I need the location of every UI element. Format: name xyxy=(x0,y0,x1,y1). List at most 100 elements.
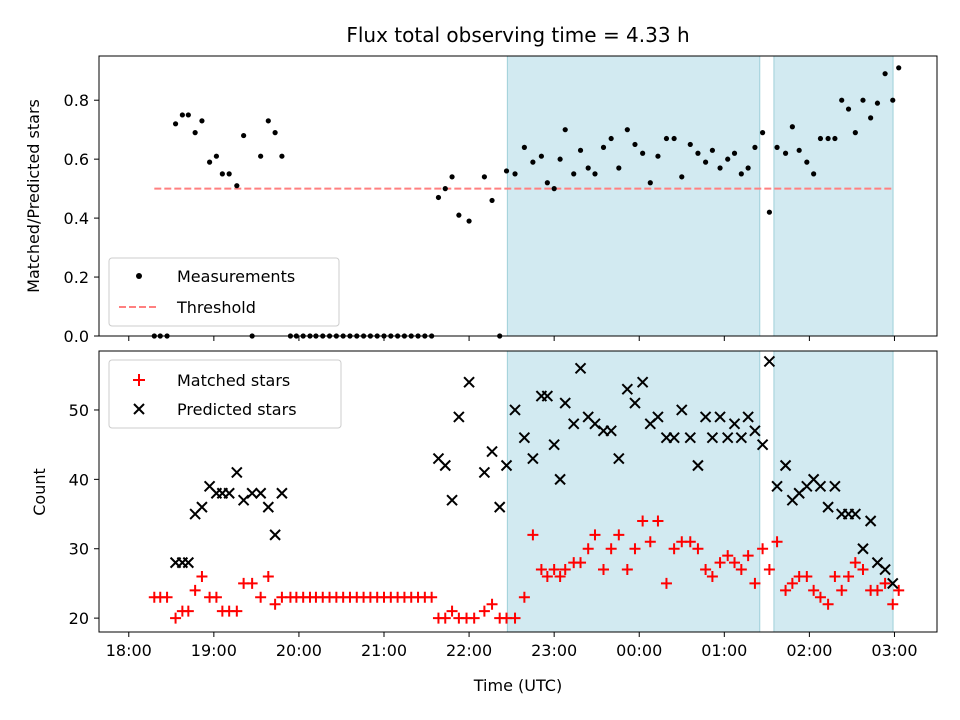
measurements-point xyxy=(616,165,622,171)
bottom-panel-counts: 18:00 19:00 20:00 21:00 22:00 23:00 00:00 01:00… xyxy=(30,350,938,695)
measurements-point xyxy=(655,153,661,159)
measurements-point xyxy=(811,171,817,177)
measurements-point xyxy=(860,97,866,103)
measurements-point xyxy=(832,135,838,142)
predicted-stars-point xyxy=(621,383,634,395)
measurements-point xyxy=(442,186,448,192)
bottom-y-tick-label: 50 xyxy=(69,401,89,420)
top-shaded-interval-1 xyxy=(506,55,761,337)
matched-stars-point xyxy=(742,550,754,562)
top-axes-frame xyxy=(98,55,938,337)
measurements-point xyxy=(592,171,598,177)
matched-stars-point xyxy=(660,577,672,589)
matched-stars-point xyxy=(706,570,718,582)
measurements-point xyxy=(766,209,773,215)
matched-stars-point xyxy=(170,612,182,624)
matched-stars-point xyxy=(808,584,820,596)
measurements-point xyxy=(562,127,568,133)
matched-stars-point xyxy=(161,591,173,603)
measurements-point xyxy=(702,159,709,165)
predicted-stars-point xyxy=(223,487,235,499)
measurements-point xyxy=(456,212,462,218)
top-legend-box xyxy=(108,257,340,327)
measurements-point xyxy=(234,183,240,189)
matched-stars-point xyxy=(262,570,274,582)
predicted-stars-point xyxy=(548,438,560,451)
x-axis-label: Time (UTC) xyxy=(473,676,562,695)
matched-stars-point xyxy=(822,598,834,610)
x-tick-label: 02:00 xyxy=(786,641,832,660)
predicted-stars-point xyxy=(749,425,761,437)
predicted-stars-point xyxy=(722,432,734,444)
predicted-stars-point xyxy=(829,480,841,493)
matched-stars-point xyxy=(478,605,490,617)
matched-stars-point xyxy=(196,570,208,582)
matched-stars-point xyxy=(468,612,480,624)
top-y-ticks: 0.0 0.2 0.4 0.6 0.8 xyxy=(64,91,99,346)
measurements-point xyxy=(466,218,472,224)
predicted-stars-point xyxy=(509,404,521,416)
measurements-point xyxy=(752,144,758,150)
legend-measurements-marker xyxy=(136,273,142,279)
measurements-point xyxy=(679,174,685,180)
matched-stars-point xyxy=(439,612,451,624)
measurements-point xyxy=(774,144,780,150)
top-panel-ratio: 0.00.20.40.60.8 Matched/Predicted stars … xyxy=(24,55,938,346)
matched-stars-point xyxy=(527,529,539,541)
predicted-stars-point xyxy=(756,438,769,451)
matched-stars-point xyxy=(893,584,905,596)
measurements-point xyxy=(571,171,577,177)
measurements-point xyxy=(695,150,701,156)
predicted-stars-point xyxy=(629,397,641,409)
top-y-tick-label: 0.2 xyxy=(64,268,89,287)
top-y-axis-label: Matched/Predicted stars xyxy=(24,99,43,293)
predicted-stars-point xyxy=(684,432,696,444)
predicted-stars-point xyxy=(574,362,587,375)
predicted-stars-point xyxy=(518,432,531,444)
measurements-point xyxy=(258,153,264,159)
bottom-y-tick-label: 30 xyxy=(69,540,89,559)
matched-stars-point xyxy=(729,557,741,569)
top-shaded-interval-2 xyxy=(773,55,894,337)
matched-stars-point xyxy=(629,543,641,555)
matched-stars-point xyxy=(589,529,601,541)
predicted-stars-point xyxy=(541,390,554,402)
matched-stars-point xyxy=(749,577,761,589)
x-tick-label: 22:00 xyxy=(446,641,492,660)
matched-stars-point xyxy=(541,570,553,582)
predicted-stars-point xyxy=(605,425,617,437)
measurements-point xyxy=(503,168,510,174)
measurements-point xyxy=(219,171,225,177)
predicted-stars-point xyxy=(857,543,869,555)
predicted-stars-point xyxy=(446,494,458,506)
predicted-stars-point xyxy=(763,355,776,368)
measurements-point xyxy=(179,112,185,118)
predicted-stars-point xyxy=(692,459,704,472)
predicted-stars-point xyxy=(714,411,726,423)
matched-stars-point xyxy=(857,564,869,576)
matched-stars-point xyxy=(722,550,734,562)
predicted-stars-point xyxy=(500,459,513,472)
predicted-stars-point xyxy=(494,501,506,513)
measurements-point xyxy=(192,130,198,136)
matched-stars-point xyxy=(255,591,267,603)
x-tick-label: 03:00 xyxy=(871,641,917,660)
measurements-point xyxy=(538,153,544,159)
measurements-point xyxy=(796,147,802,153)
measurements-point xyxy=(577,147,584,153)
matched-stars-point xyxy=(613,529,625,541)
matched-stars-point xyxy=(231,605,243,617)
predicted-stars-point xyxy=(735,432,748,444)
measurements-point xyxy=(449,174,455,180)
measurements-point xyxy=(852,130,858,136)
measurements-point xyxy=(896,65,902,71)
matched-stars-point xyxy=(887,598,899,610)
matched-stars-point xyxy=(849,557,861,569)
measurements-point xyxy=(825,135,831,142)
matched-stars-point xyxy=(269,598,281,610)
measurements-point xyxy=(279,153,285,159)
measurements-point xyxy=(226,171,232,177)
measurements-point xyxy=(709,147,715,153)
predicted-stars-point xyxy=(699,411,712,423)
